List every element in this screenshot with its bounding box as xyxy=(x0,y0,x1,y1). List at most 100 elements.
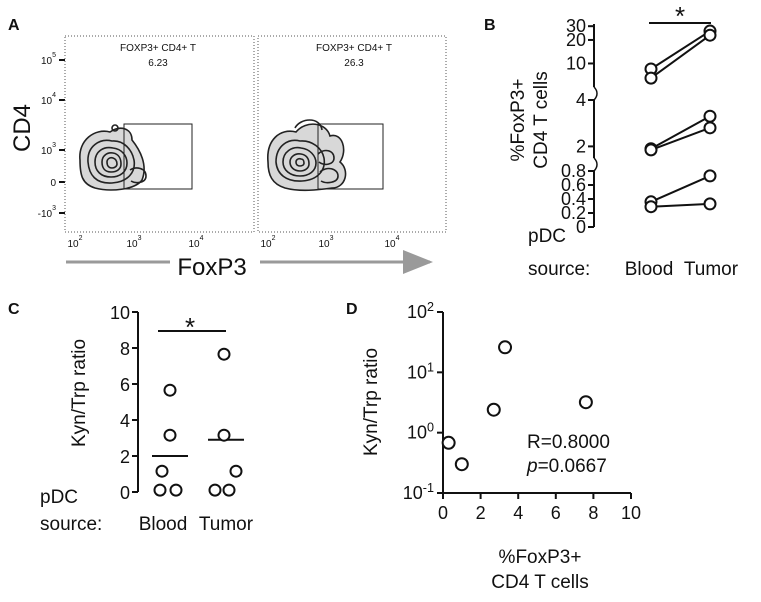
panel-a-y-tick-label: -103 xyxy=(38,205,56,220)
panel-c-y-tick-label: 10 xyxy=(110,303,130,323)
panel-d-y-tick-label-base: 10 xyxy=(407,362,427,382)
panel-a-x-tick-label: 102 xyxy=(67,235,82,250)
panel-d-ylabel: Kyn/Trp ratio xyxy=(361,348,382,456)
panel-d-y-tick-label: 10-1 xyxy=(403,481,434,503)
panel-c-axes: 0 2 4 6 8 10 xyxy=(110,303,139,503)
panel-a-x-tick-label-base: 10 xyxy=(260,239,272,250)
flow-plot-1-gate xyxy=(123,123,193,190)
panel-a-x-tick-label: 104 xyxy=(384,235,399,250)
panel-d-points xyxy=(441,340,593,472)
panel-c-category-blood: Blood xyxy=(139,514,188,535)
panel-c-point xyxy=(153,483,167,497)
panel-b-ylabel-line2: CD4 T cells xyxy=(531,71,552,169)
panel-c-y-tick-label: 4 xyxy=(120,411,130,431)
panel-b-series-line xyxy=(650,115,711,150)
panel-b-point xyxy=(703,121,717,135)
panel-a-y-tick-label-base: 10 xyxy=(41,146,53,157)
panel-b-ylabel-line1: %FoxP3+ xyxy=(508,79,529,162)
panel-c-point xyxy=(155,464,169,478)
panel-c-points xyxy=(152,347,244,497)
panel-d-x-tick-label: 10 xyxy=(621,503,641,523)
panel-a-letter: A xyxy=(8,17,20,34)
panel-a-y-tick-label-exp: 3 xyxy=(52,142,56,149)
panel-a-y-tick-label-exp: 5 xyxy=(52,52,56,59)
panel-a-y-tick-label: 0 xyxy=(50,178,56,189)
panel-d-point xyxy=(486,402,501,417)
panel-c-y-tick-label: 8 xyxy=(120,339,130,359)
panel-d-stat-p-label: p xyxy=(526,456,538,477)
panel-b-series-line xyxy=(650,202,711,208)
flow-plot-1-gate-label: FOXP3+ CD4+ T xyxy=(120,43,196,54)
panel-a-y-tick-label-base: 10 xyxy=(41,56,53,67)
panel-b-point xyxy=(703,197,717,211)
panel-d-y-tick-label: 100 xyxy=(407,421,434,443)
panel-b-y-tick-label: 30 xyxy=(566,16,586,36)
panel-b-point xyxy=(644,143,658,157)
panel-a-x-tick-label-exp: 3 xyxy=(330,235,334,242)
panel-a-y-tick-label: 103 xyxy=(41,142,56,157)
panel-d-y-tick-label-base: 10 xyxy=(407,423,427,443)
panel-b-point xyxy=(703,169,717,183)
panel-b-series-line xyxy=(650,34,711,79)
panel-a-x-tick-label: 104 xyxy=(188,235,203,250)
panel-d-x-tick-label: 8 xyxy=(588,503,598,523)
panel-b-y-tick-label: 10 xyxy=(566,53,586,73)
panel-c-row-label: pDC xyxy=(40,487,78,508)
panel-c-significance: * xyxy=(185,312,195,342)
panel-c-point xyxy=(169,483,183,497)
flow-plot-2-frame xyxy=(257,35,447,233)
panel-b-series-line xyxy=(650,174,711,203)
panel-a-x-tick-label-base: 10 xyxy=(318,239,330,250)
panel-c-letter: C xyxy=(8,301,20,318)
panel-d-y-tick-label: 101 xyxy=(407,360,434,382)
panel-b-y-tick-label: 0.8 xyxy=(561,161,586,181)
panel-a-x-tick-label-exp: 2 xyxy=(272,235,276,242)
flow-plot-1-frame xyxy=(64,35,255,233)
panel-d-y-tick-label-exp: -1 xyxy=(423,481,434,495)
panel-b-point xyxy=(703,109,717,123)
panel-a-y-tick-label: 104 xyxy=(41,92,56,107)
panel-d-x-tick-label: 2 xyxy=(476,503,486,523)
panel-b-series-line xyxy=(650,30,711,70)
panel-a-x-label: FoxP3 xyxy=(177,254,246,281)
panel-a-x-tick-label: 103 xyxy=(126,235,141,250)
panel-b-point xyxy=(644,71,658,85)
panel-c-source-label: source: xyxy=(40,514,102,535)
panel-a-x-tick-label-base: 10 xyxy=(384,239,396,250)
panel-d-stat-p-value: =0.0667 xyxy=(538,456,607,477)
panel-c-y-tick-label: 2 xyxy=(120,447,130,467)
panel-b-y-tick-label: 0.6 xyxy=(561,175,586,195)
flow-plot-1-gate-value: 6.23 xyxy=(148,58,168,69)
panel-a-y-tick-label-exp: 4 xyxy=(52,92,56,99)
panel-c: C Kyn/Trp ratio 0 2 4 6 8 10 * pDC source: Bl… xyxy=(8,301,254,535)
panel-b-y-tick-label: 0.2 xyxy=(561,203,586,223)
panel-d-xlabel-line2: CD4 T cells xyxy=(491,572,589,593)
panel-d-stat-r: R=0.8000 xyxy=(527,432,610,453)
panel-b-y-tick-label: 2 xyxy=(576,136,586,156)
flow-plot-2-contours xyxy=(267,119,347,192)
panel-d-point xyxy=(578,395,593,410)
panel-b-axis-break xyxy=(593,157,598,172)
flow-plot-2-gate-label: FOXP3+ CD4+ T xyxy=(316,43,392,54)
panel-d-x-tick-label: 4 xyxy=(513,503,523,523)
panel-b-point xyxy=(644,200,658,214)
flow-plot-1-contours xyxy=(79,124,147,191)
flow-plot-2-gate-value: 26.3 xyxy=(344,58,364,69)
panel-a-y-tick-label-base: -10 xyxy=(38,209,53,220)
panel-d-y-tick-label-base: 10 xyxy=(407,302,427,322)
panel-c-point xyxy=(229,464,243,478)
panel-c-y-tick-label: 6 xyxy=(120,375,130,395)
panel-c-point xyxy=(222,483,236,497)
panel-a-x-tick-label-exp: 3 xyxy=(138,235,142,242)
panel-a-y-tick-label-base: 10 xyxy=(41,96,53,107)
panel-b-series-line xyxy=(650,126,711,151)
panel-b: B %FoxP3+ CD4 T cells 00.20.40.60.8 2 4 10 2… xyxy=(484,1,739,280)
panel-b-point xyxy=(703,28,717,42)
flow-plot-1: FOXP3+ CD4+ T 6.23 xyxy=(64,35,255,233)
panel-d-point xyxy=(454,457,469,472)
flow-plot-2: FOXP3+ CD4+ T 26.3 xyxy=(257,35,447,233)
panel-a-x-tick-label-base: 10 xyxy=(188,239,200,250)
